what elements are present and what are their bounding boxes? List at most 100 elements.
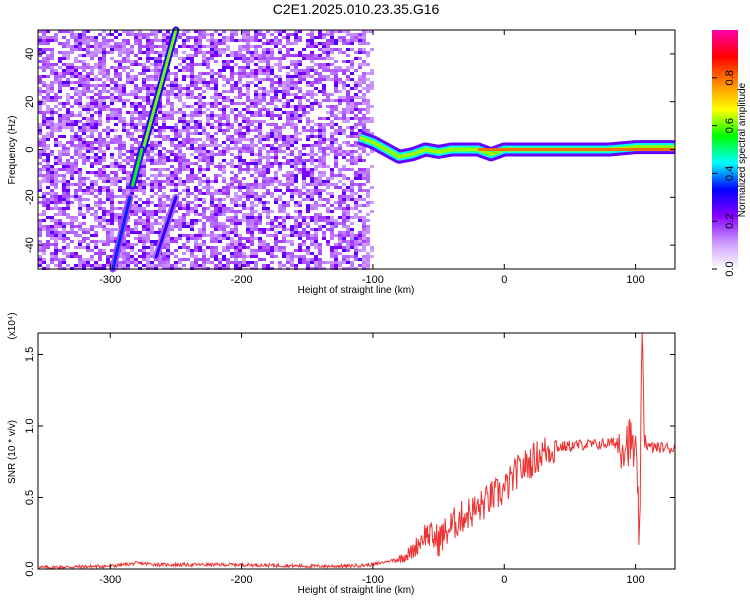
spectrogram-noise-cell	[266, 189, 270, 192]
spectrogram-noise-cell	[138, 171, 142, 174]
spectrogram-noise-cell	[202, 60, 206, 63]
spectrogram-noise-cell	[118, 117, 122, 120]
spectrogram-noise-cell	[110, 234, 114, 237]
spectrogram-noise-cell	[74, 138, 78, 141]
x-tick-label: 0	[501, 574, 507, 586]
spectrogram-noise-cell	[130, 231, 134, 234]
spectrogram-noise-cell	[98, 108, 102, 111]
spectrogram-noise-cell	[358, 108, 362, 111]
spectrogram-noise-cell	[246, 237, 250, 240]
spectrogram-noise-cell	[154, 153, 158, 156]
spectrogram-noise-cell	[90, 57, 94, 60]
spectrogram-noise-cell	[226, 126, 230, 129]
spectrogram-noise-cell	[346, 135, 350, 138]
spectrogram-noise-cell	[286, 252, 290, 255]
spectrogram-noise-cell	[286, 234, 290, 237]
spectrogram-noise-cell	[294, 255, 298, 258]
spectrogram-noise-cell	[246, 39, 250, 42]
spectrogram-noise-cell	[354, 57, 358, 60]
spectrogram-noise-cell	[342, 42, 346, 45]
spectrogram-noise-cell	[306, 144, 310, 147]
spectrogram-noise-cell	[334, 156, 338, 159]
spectrogram-noise-cell	[306, 234, 310, 237]
spectrogram-noise-cell	[286, 81, 290, 84]
spectrogram-noise-cell	[234, 192, 238, 195]
spectrogram-noise-cell	[146, 255, 150, 258]
spectrogram-noise-cell	[218, 54, 222, 57]
spectrogram-noise-cell	[262, 108, 266, 111]
spectrogram-noise-cell	[278, 135, 282, 138]
spectrogram-noise-cell	[334, 174, 338, 177]
spectrogram-noise-cell	[222, 234, 226, 237]
spectrogram-noise-cell	[330, 225, 334, 228]
spectrogram-noise-cell	[298, 102, 302, 105]
spectrogram-noise-cell	[106, 243, 110, 246]
spectrogram-noise-cell	[306, 198, 310, 201]
spectrogram-noise-cell	[354, 144, 358, 147]
spectrogram-noise-cell	[238, 264, 242, 267]
spectrogram-noise-cell	[170, 225, 174, 228]
spectrogram-noise-cell	[314, 99, 318, 102]
spectrogram-noise-cell	[82, 63, 86, 66]
spectrogram-noise-cell	[82, 240, 86, 243]
spectrogram-noise-cell	[330, 147, 334, 150]
spectrogram-noise-cell	[110, 240, 114, 243]
spectrogram-noise-cell	[334, 147, 338, 150]
spectrogram-noise-cell	[246, 168, 250, 171]
spectrogram-noise-cell	[126, 54, 130, 57]
spectrogram-noise-cell	[318, 36, 322, 39]
spectrogram-noise-cell	[190, 228, 194, 231]
spectrogram-noise-cell	[318, 132, 322, 135]
spectrogram-noise-cell	[146, 42, 150, 45]
spectrogram-noise-cell	[334, 264, 338, 267]
spectrogram-noise-cell	[138, 180, 142, 183]
spectrogram-noise-cell	[98, 204, 102, 207]
spectrogram-noise-cell	[178, 120, 182, 123]
spectrogram-noise-cell	[54, 105, 58, 108]
spectrogram-noise-cell	[330, 132, 334, 135]
spectrogram-noise-cell	[306, 252, 310, 255]
spectrogram-noise-cell	[98, 132, 102, 135]
spectrogram-noise-cell	[94, 210, 98, 213]
spectrogram-noise-cell	[270, 156, 274, 159]
spectrogram-noise-cell	[134, 75, 138, 78]
spectrogram-noise-cell	[86, 78, 90, 81]
spectrogram-noise-cell	[310, 126, 314, 129]
spectrogram-noise-cell	[242, 36, 246, 39]
spectrogram-noise-cell	[262, 69, 266, 72]
spectrogram-noise-cell	[134, 186, 138, 189]
spectrogram-noise-cell	[266, 60, 270, 63]
spectrogram-noise-cell	[130, 30, 134, 33]
spectrogram-noise-cell	[182, 111, 186, 114]
spectrogram-noise-cell	[222, 147, 226, 150]
spectrogram-noise-cell	[42, 60, 46, 63]
spectrogram-noise-cell	[270, 177, 274, 180]
spectrogram-noise-cell	[358, 264, 362, 267]
spectrogram-noise-cell	[126, 246, 130, 249]
spectrogram-noise-cell	[330, 72, 334, 75]
spectrogram-noise-cell	[290, 192, 294, 195]
snr-x-axis-label: Height of straight line (km)	[298, 585, 415, 596]
spectrogram-noise-cell	[358, 249, 362, 252]
spectrogram-noise-cell	[330, 204, 334, 207]
spectrogram-noise-cell	[298, 96, 302, 99]
spectrogram-noise-cell	[190, 78, 194, 81]
spectrogram-noise-cell	[202, 159, 206, 162]
spectrogram-noise-cell	[58, 174, 62, 177]
spectrogram-noise-cell	[306, 135, 310, 138]
spectrogram-noise-cell	[54, 234, 58, 237]
spectrogram-noise-cell	[46, 93, 50, 96]
spectrogram-noise-cell	[94, 246, 98, 249]
spectrogram-noise-cell	[334, 255, 338, 258]
spectrogram-noise-cell	[258, 57, 262, 60]
spectrogram-noise-cell	[54, 258, 58, 261]
spectrogram-noise-cell	[118, 222, 122, 225]
spectrogram-y-axis-label: Frequency (Hz)	[7, 116, 18, 185]
spectrogram-noise-cell	[86, 186, 90, 189]
spectrogram-noise-cell	[186, 237, 190, 240]
spectrogram-noise-cell	[366, 180, 370, 183]
spectrogram-noise-cell	[254, 168, 258, 171]
spectrogram-noise-cell	[358, 231, 362, 234]
spectrogram-noise-cell	[86, 51, 90, 54]
spectrogram-noise-cell	[362, 60, 366, 63]
